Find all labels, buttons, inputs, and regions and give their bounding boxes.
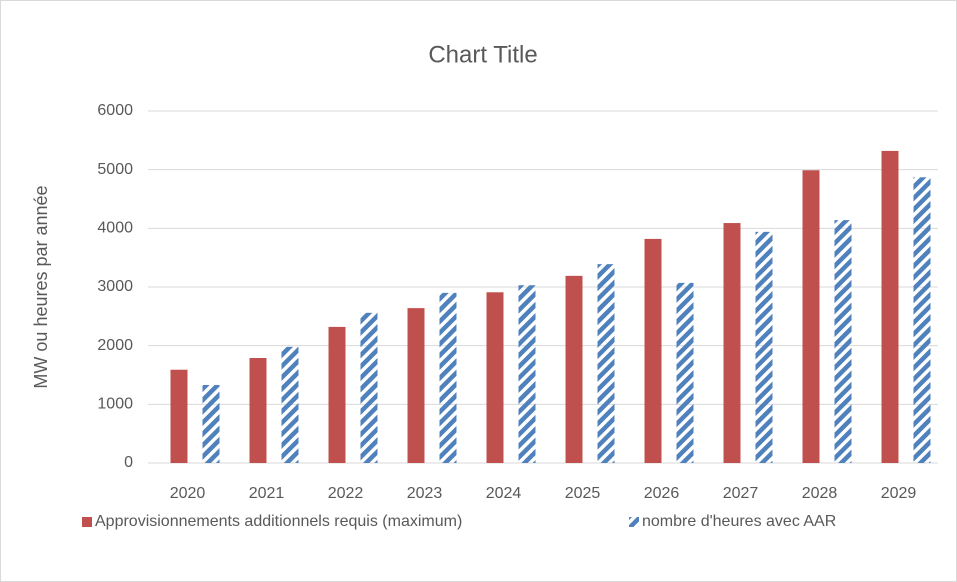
bar — [597, 264, 615, 463]
chart-title: Chart Title — [428, 41, 537, 68]
x-tick-label: 2026 — [644, 485, 680, 502]
bar — [802, 170, 820, 463]
y-tick-label: 6000 — [97, 102, 133, 119]
bar — [565, 275, 583, 463]
bar — [913, 177, 931, 463]
legend-label: Approvisionnements additionnels requis (… — [95, 513, 462, 530]
y-axis-label: MW ou heures par année — [31, 185, 51, 388]
bar — [407, 308, 425, 463]
y-tick-label: 0 — [124, 454, 133, 471]
x-tick-label: 2021 — [249, 485, 285, 502]
legend-label: nombre d'heures avec AAR — [642, 513, 836, 530]
bar — [170, 369, 188, 463]
y-tick-label: 2000 — [97, 337, 133, 354]
bar — [676, 282, 694, 463]
x-tick-label: 2022 — [328, 485, 364, 502]
y-tick-label: 3000 — [97, 278, 133, 295]
bar — [202, 384, 220, 463]
legend-swatch — [82, 517, 92, 527]
bar — [518, 285, 536, 463]
y-tick-label: 1000 — [97, 396, 133, 413]
x-tick-label: 2027 — [723, 485, 759, 502]
bar — [486, 292, 504, 463]
x-tick-label: 2024 — [486, 485, 522, 502]
x-tick-label: 2025 — [565, 485, 601, 502]
x-tick-label: 2028 — [802, 485, 838, 502]
bar — [328, 326, 346, 463]
bar — [281, 346, 299, 463]
y-tick-label: 5000 — [97, 161, 133, 178]
bar — [644, 238, 662, 463]
bar — [834, 220, 852, 463]
bar — [360, 312, 378, 463]
bar — [439, 292, 457, 463]
x-tick-label: 2023 — [407, 485, 443, 502]
y-tick-label: 4000 — [97, 220, 133, 237]
x-tick-label: 2029 — [881, 485, 917, 502]
bar — [249, 357, 267, 463]
x-tick-label: 2020 — [170, 485, 206, 502]
bar — [881, 150, 899, 464]
legend-swatch — [629, 517, 639, 527]
bar — [723, 223, 741, 463]
bar — [755, 231, 773, 463]
